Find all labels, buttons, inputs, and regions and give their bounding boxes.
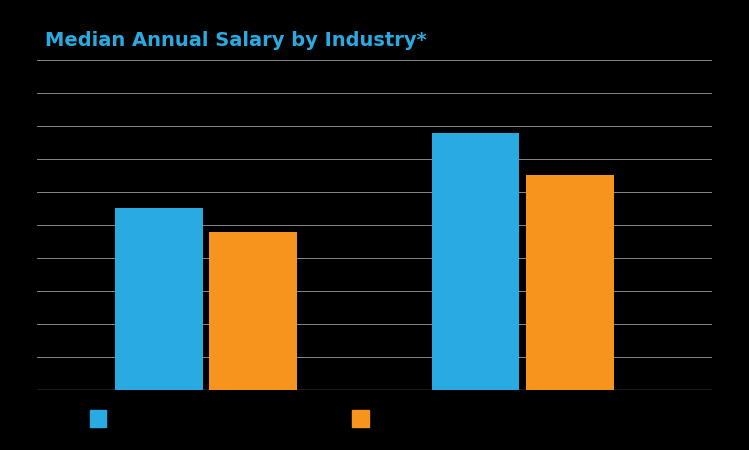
Bar <box>115 208 203 390</box>
Bar <box>431 133 519 390</box>
Text: Median Annual Salary by Industry*: Median Annual Salary by Industry* <box>45 32 427 50</box>
Bar <box>210 232 297 390</box>
Bar <box>526 176 613 390</box>
